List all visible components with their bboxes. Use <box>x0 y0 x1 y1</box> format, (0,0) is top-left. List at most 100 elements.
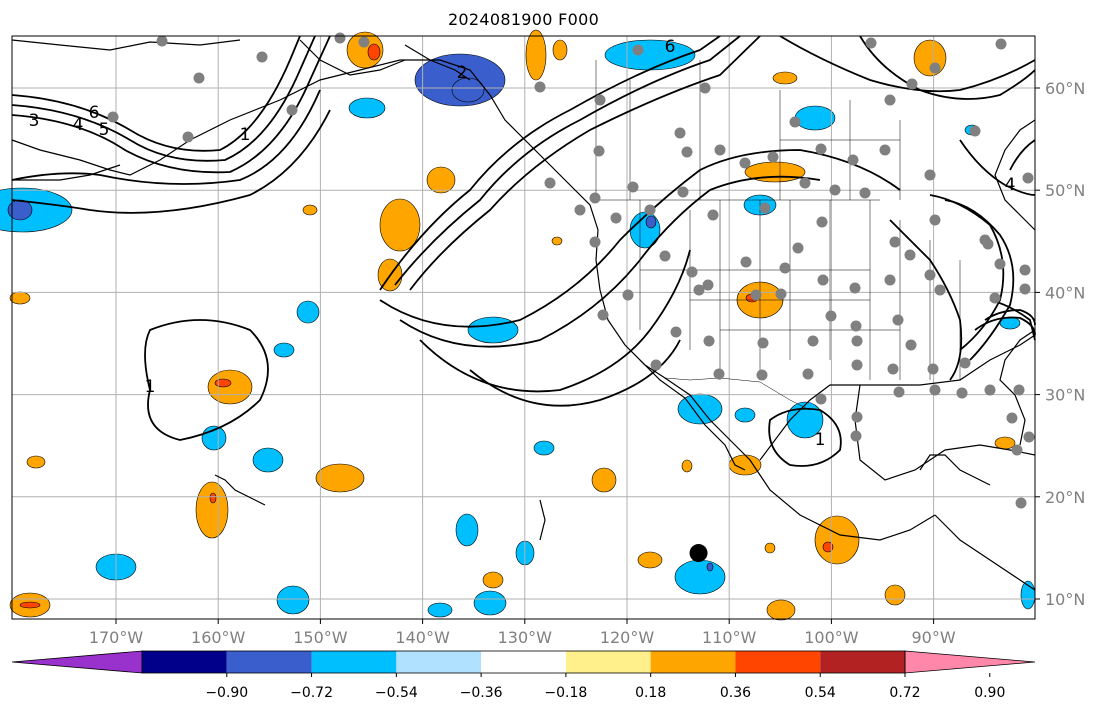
cool-anomaly-region <box>629 211 661 249</box>
station-dot <box>969 125 981 137</box>
contour-value-label: 1 <box>815 430 826 450</box>
contour-line <box>1009 139 1036 171</box>
cool-anomaly-region <box>296 300 320 324</box>
station-dot <box>905 339 917 351</box>
station-dot <box>193 72 205 84</box>
strong-cool-core <box>645 215 657 229</box>
station-dot <box>817 274 829 286</box>
warm-anomaly-region <box>552 39 568 61</box>
contour-line <box>984 309 1036 326</box>
station-dot <box>256 51 268 63</box>
station-dot <box>107 111 119 123</box>
station-dot <box>610 212 622 224</box>
contour-line <box>11 35 301 152</box>
station-dot <box>702 279 714 291</box>
station-dot <box>865 37 877 49</box>
warm-anomaly-region <box>728 454 762 476</box>
coastline <box>299 39 406 76</box>
colorbar-tick-label: 0.72 <box>889 685 920 701</box>
contour-line <box>419 249 691 393</box>
contour-line <box>394 35 741 286</box>
station-dot <box>807 335 819 347</box>
warm-anomaly-region <box>207 369 253 405</box>
station-dot <box>686 266 698 278</box>
colorbar-segment <box>481 651 566 673</box>
station-dot <box>792 242 804 254</box>
coastline <box>759 334 1036 461</box>
contour-line <box>889 219 963 381</box>
station-dot <box>995 38 1007 50</box>
colorbar-tick-label: −0.72 <box>290 685 333 701</box>
station-dot <box>815 143 827 155</box>
map-title: 2024081900 F000 <box>447 10 600 29</box>
station-dot <box>906 78 918 90</box>
lat-tick-label: 50°N <box>1045 181 1085 200</box>
colorbar-tick-label: 0.90 <box>974 685 1005 701</box>
station-dot <box>589 236 601 248</box>
warm-anomaly-region <box>913 39 947 77</box>
coastline <box>539 499 546 541</box>
warm-anomaly-region <box>681 459 693 473</box>
cool-anomaly-region <box>252 447 284 473</box>
station-dot <box>693 284 705 296</box>
contour-value-label: 5 <box>99 120 110 140</box>
colorbar-segment <box>650 651 736 673</box>
cool-anomaly-region <box>677 393 723 425</box>
station-dot <box>358 36 370 48</box>
colorbar-frame <box>141 650 906 674</box>
contour-line <box>11 35 331 174</box>
station-dot <box>1019 283 1031 295</box>
contour-line <box>11 89 321 185</box>
strong-warm-core <box>367 43 381 61</box>
lat-tick-label: 20°N <box>1045 488 1085 507</box>
station-dot <box>802 368 814 380</box>
coastline <box>854 384 1036 481</box>
warm-anomaly-region <box>315 463 365 493</box>
contour-line <box>379 35 721 291</box>
lon-tick-label: 90°W <box>912 628 956 647</box>
station-dot <box>959 357 971 369</box>
station-dot <box>851 411 863 423</box>
colorbar-tick-label: −0.36 <box>460 685 503 701</box>
station-dot <box>904 249 916 261</box>
coastline <box>11 39 241 51</box>
contour-line <box>974 316 1036 336</box>
station-dot <box>884 274 896 286</box>
cool-anomaly-region <box>734 407 756 423</box>
contour-value-label: 2 <box>457 63 468 83</box>
coastline <box>404 44 471 81</box>
station-dot <box>956 387 968 399</box>
station-dot <box>984 384 996 396</box>
cool-anomaly-region <box>533 440 555 456</box>
station-dot <box>994 258 1006 270</box>
station-dot <box>825 310 837 322</box>
contour-line <box>944 199 1015 361</box>
warm-anomaly-region <box>525 29 547 81</box>
station-dot <box>534 81 546 93</box>
warm-anomaly-region <box>302 204 318 216</box>
station-dot <box>887 363 899 375</box>
station-dot <box>789 116 801 128</box>
coastline <box>999 329 1036 446</box>
strong-warm-core <box>19 601 41 609</box>
station-dot <box>670 326 682 338</box>
cool-anomaly-region <box>674 559 726 595</box>
lat-tick-label: 60°N <box>1045 79 1085 98</box>
lon-tick-label: 160°W <box>191 628 246 647</box>
strong-warm-core <box>214 378 232 388</box>
station-dot <box>816 216 828 228</box>
station-dot <box>1011 444 1023 456</box>
station-dot <box>182 131 194 143</box>
station-dot <box>699 82 711 94</box>
station-dot <box>757 337 769 349</box>
station-dot <box>597 309 609 321</box>
station-dot <box>1019 264 1031 276</box>
station-dot <box>849 282 861 294</box>
colorbar-segment <box>820 651 905 673</box>
station-dot <box>739 157 751 169</box>
lon-tick-label: 100°W <box>804 628 859 647</box>
station-dot <box>924 269 936 281</box>
colorbar-segment <box>142 651 227 673</box>
station-dot <box>989 292 1001 304</box>
station-dot <box>750 289 762 301</box>
